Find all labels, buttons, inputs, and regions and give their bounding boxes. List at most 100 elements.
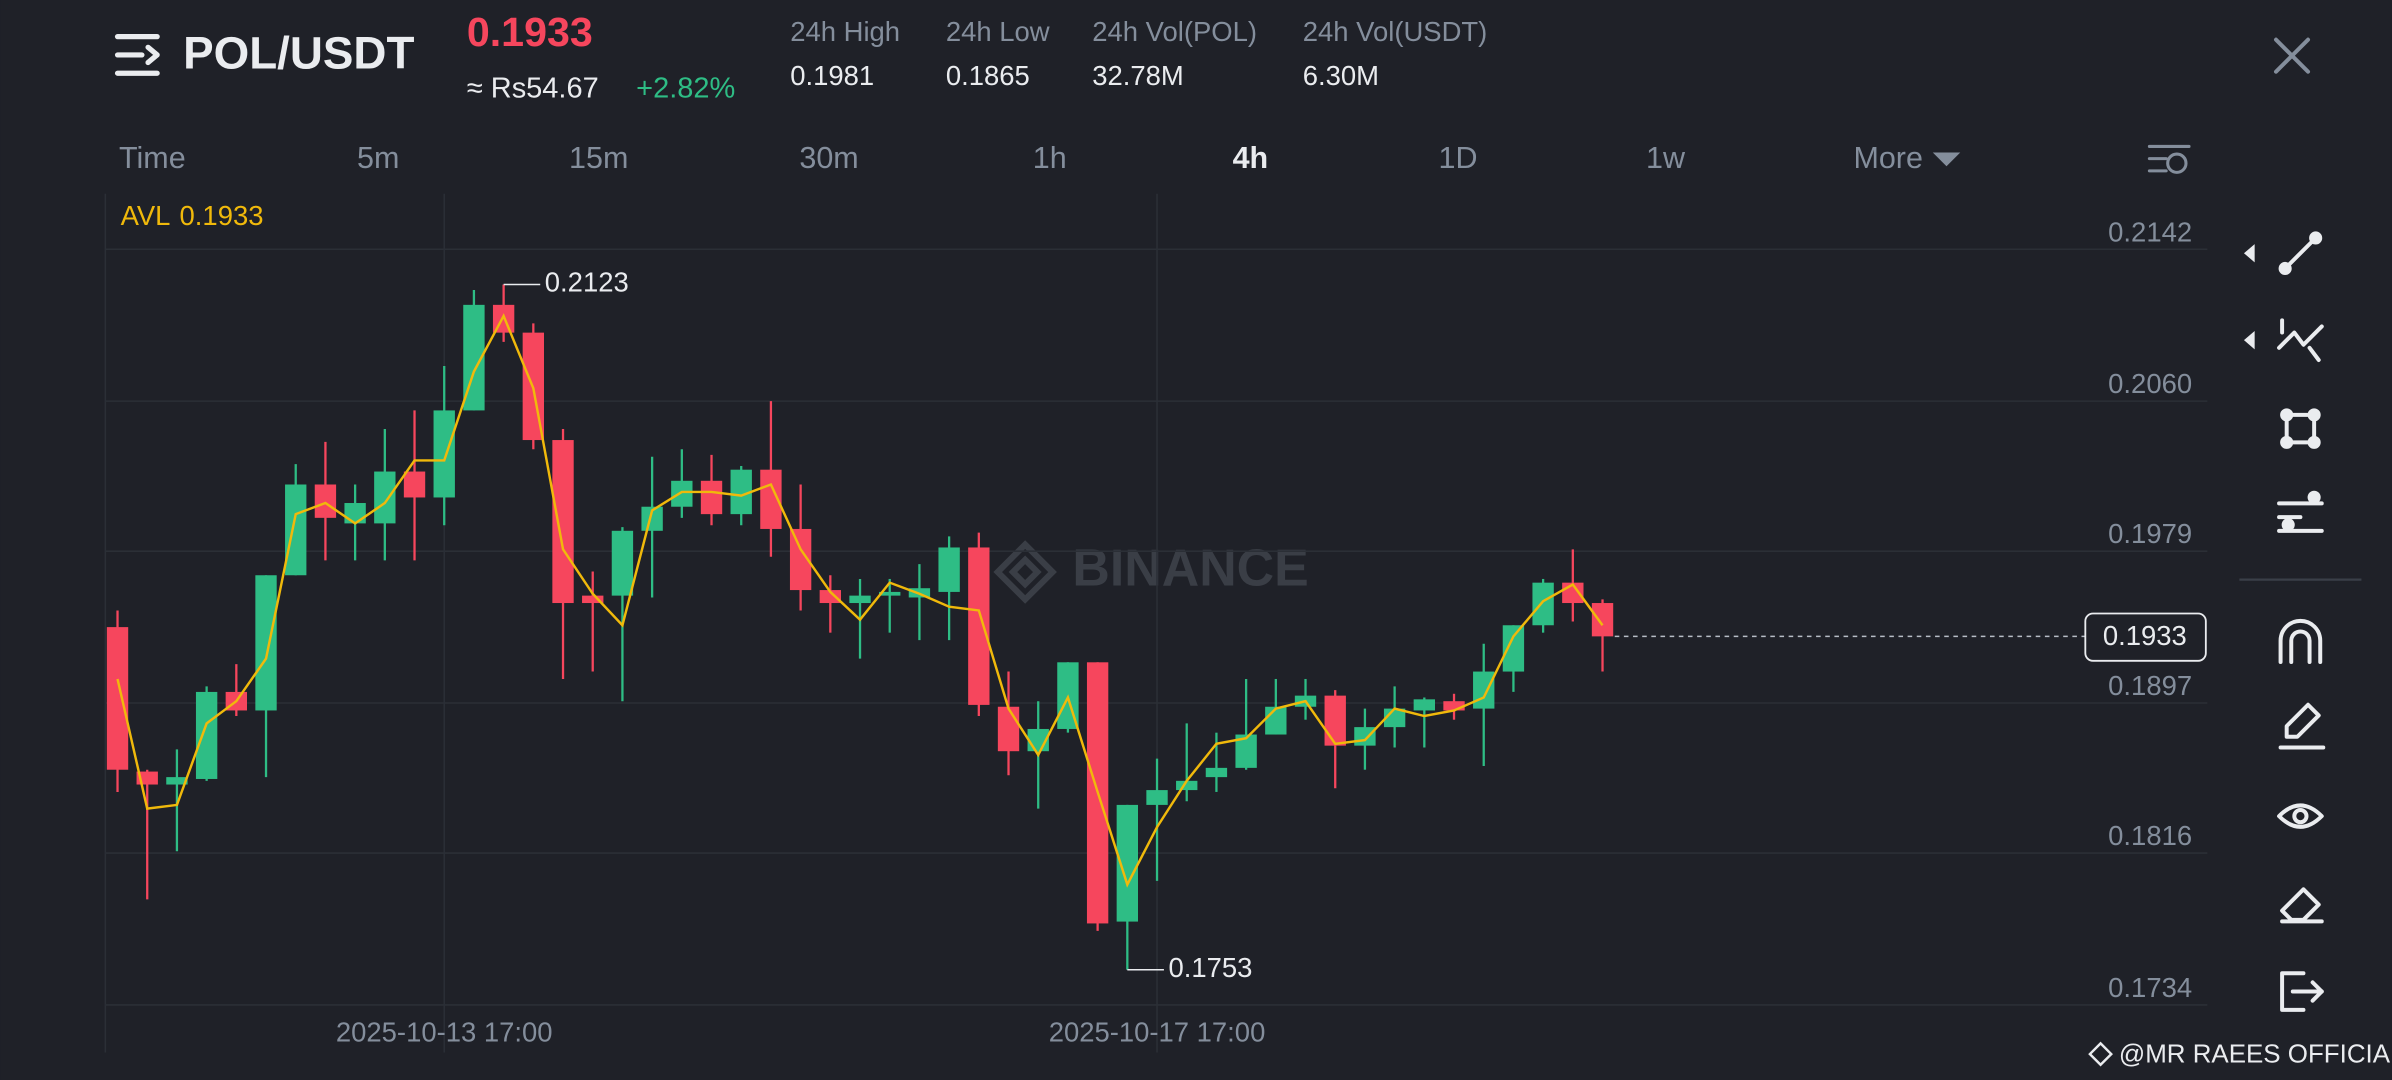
stat-value: 32.78M: [1092, 60, 1184, 91]
visibility-tool[interactable]: [2277, 803, 2324, 829]
candle-body: [611, 530, 634, 596]
stat-value: 6.30M: [1303, 60, 1379, 91]
stat-label: 24h Vol(POL): [1092, 16, 1257, 47]
candle-body: [255, 575, 277, 711]
candle-body: [285, 484, 307, 576]
low-label: 0.1753: [1169, 952, 1253, 983]
candle-body: [1354, 727, 1376, 746]
candle-body: [166, 777, 188, 785]
candle-body: [760, 469, 782, 529]
y-tick-label: 0.1979: [2108, 518, 2192, 549]
y-tick-label: 0.1897: [2108, 670, 2192, 701]
legend: AVL 0.1933: [121, 200, 264, 231]
stat-value: 0.1981: [790, 60, 874, 91]
high-label: 0.2123: [545, 267, 629, 298]
candle-body: [403, 471, 426, 498]
y-tick-label: 0.2142: [2108, 216, 2192, 247]
candle-body: [1146, 790, 1168, 805]
candle-body: [106, 627, 129, 770]
candle-body: [1265, 706, 1287, 735]
candle-body: [552, 440, 574, 604]
timeframe-tab[interactable]: 1D: [1439, 141, 1478, 175]
candle-body: [1176, 780, 1198, 791]
last-price-label: 0.1933: [2103, 620, 2187, 651]
candle-body: [1591, 603, 1614, 637]
shape-tool[interactable]: [2280, 408, 2321, 449]
fiat-price: ≈ Rs54.67: [467, 73, 599, 105]
candle-body: [938, 547, 960, 592]
candle-body: [1532, 582, 1554, 626]
candle-body: [671, 480, 693, 507]
eraser-tool[interactable]: [2280, 887, 2324, 924]
pair[interactable]: POL/USDT: [183, 28, 414, 79]
candle-body: [641, 506, 663, 531]
last-price: 0.1933: [467, 9, 593, 55]
candle-body: [344, 503, 366, 524]
candle-body: [1443, 701, 1465, 711]
stats: 24h High 0.1981 24h Low 0.1865 24h Vol(POL) 3…: [790, 16, 1487, 91]
candle-body: [849, 595, 871, 604]
credit-icon: [2088, 1041, 2113, 1067]
timeframe-bar: Time 5m 15m 30m 1h 4h 1D 1w More: [119, 141, 1923, 175]
y-tick-label: 0.2060: [2108, 368, 2192, 399]
timeframe-tab[interactable]: 15m: [569, 141, 628, 175]
candle-body: [819, 590, 842, 604]
text-tool[interactable]: [2277, 490, 2324, 533]
fib-tool[interactable]: [2277, 318, 2324, 362]
stat-label: 24h Low: [946, 16, 1050, 47]
timeframe-tab[interactable]: Time: [119, 141, 186, 175]
candle-body: [1324, 695, 1346, 746]
exit-tool[interactable]: [2280, 971, 2324, 1012]
stat-label: 24h Vol(USDT): [1303, 16, 1488, 47]
avl-line: [116, 313, 1604, 888]
legend-value: 0.1933: [180, 200, 264, 231]
candle-body: [700, 480, 723, 515]
candle-body: [1473, 671, 1495, 709]
candle-body: [374, 471, 396, 524]
toolbar: [2239, 231, 2362, 1012]
candle-body: [1205, 767, 1228, 778]
candle-body: [1116, 804, 1139, 922]
candle-body: [314, 484, 337, 518]
candle-body: [1502, 625, 1525, 672]
candle-body: [997, 706, 1020, 752]
stat-value: 0.1865: [946, 60, 1030, 91]
magnet-tool[interactable]: [2278, 618, 2323, 665]
candle-body: [195, 691, 218, 779]
candle-body: [879, 591, 901, 596]
candle-body: [582, 595, 604, 604]
x-tick-label: 2025-10-13 17:00: [336, 1016, 553, 1047]
stat-label: 24h High: [790, 16, 900, 47]
indicator-settings[interactable]: [2147, 144, 2191, 174]
close-button[interactable]: [2274, 37, 2311, 74]
candle-body: [1413, 699, 1436, 711]
timeframe-tab[interactable]: 4h: [1233, 141, 1269, 175]
credit: @MR RAEES OFFICIAL: [2119, 1040, 2392, 1068]
change: +2.82%: [636, 73, 735, 105]
timeframe-tab[interactable]: 1w: [1646, 141, 1686, 175]
watermark-logo: [993, 540, 1057, 604]
x-tick-label: 2025-10-17 17:00: [1049, 1016, 1266, 1047]
candle-body: [730, 469, 752, 515]
candle-body: [789, 528, 812, 591]
candle-body: [968, 547, 990, 705]
line-tool[interactable]: [2278, 231, 2323, 276]
more-caret: [1932, 152, 1961, 167]
draw-tool[interactable]: [2278, 702, 2326, 750]
timeframe-tab[interactable]: 5m: [357, 141, 399, 175]
expand-caret: [2243, 331, 2255, 350]
legend-name: AVL: [121, 200, 171, 231]
chart: BINANCE 0.1734 0.1816 0.1897 0.1979 0.2060 0.2…: [104, 193, 2208, 1053]
watermark: BINANCE: [1072, 539, 1308, 597]
timeframe-tab[interactable]: 30m: [799, 141, 858, 175]
last-price-tag: [2084, 612, 2207, 662]
timeframe-tab[interactable]: 1h: [1033, 141, 1067, 175]
timeframe-tab[interactable]: More: [1853, 141, 1923, 175]
candle-body: [433, 410, 455, 498]
y-tick-label: 0.1734: [2108, 972, 2192, 1003]
menu-icon[interactable]: [114, 34, 160, 76]
y-tick-label: 0.1816: [2108, 820, 2192, 851]
